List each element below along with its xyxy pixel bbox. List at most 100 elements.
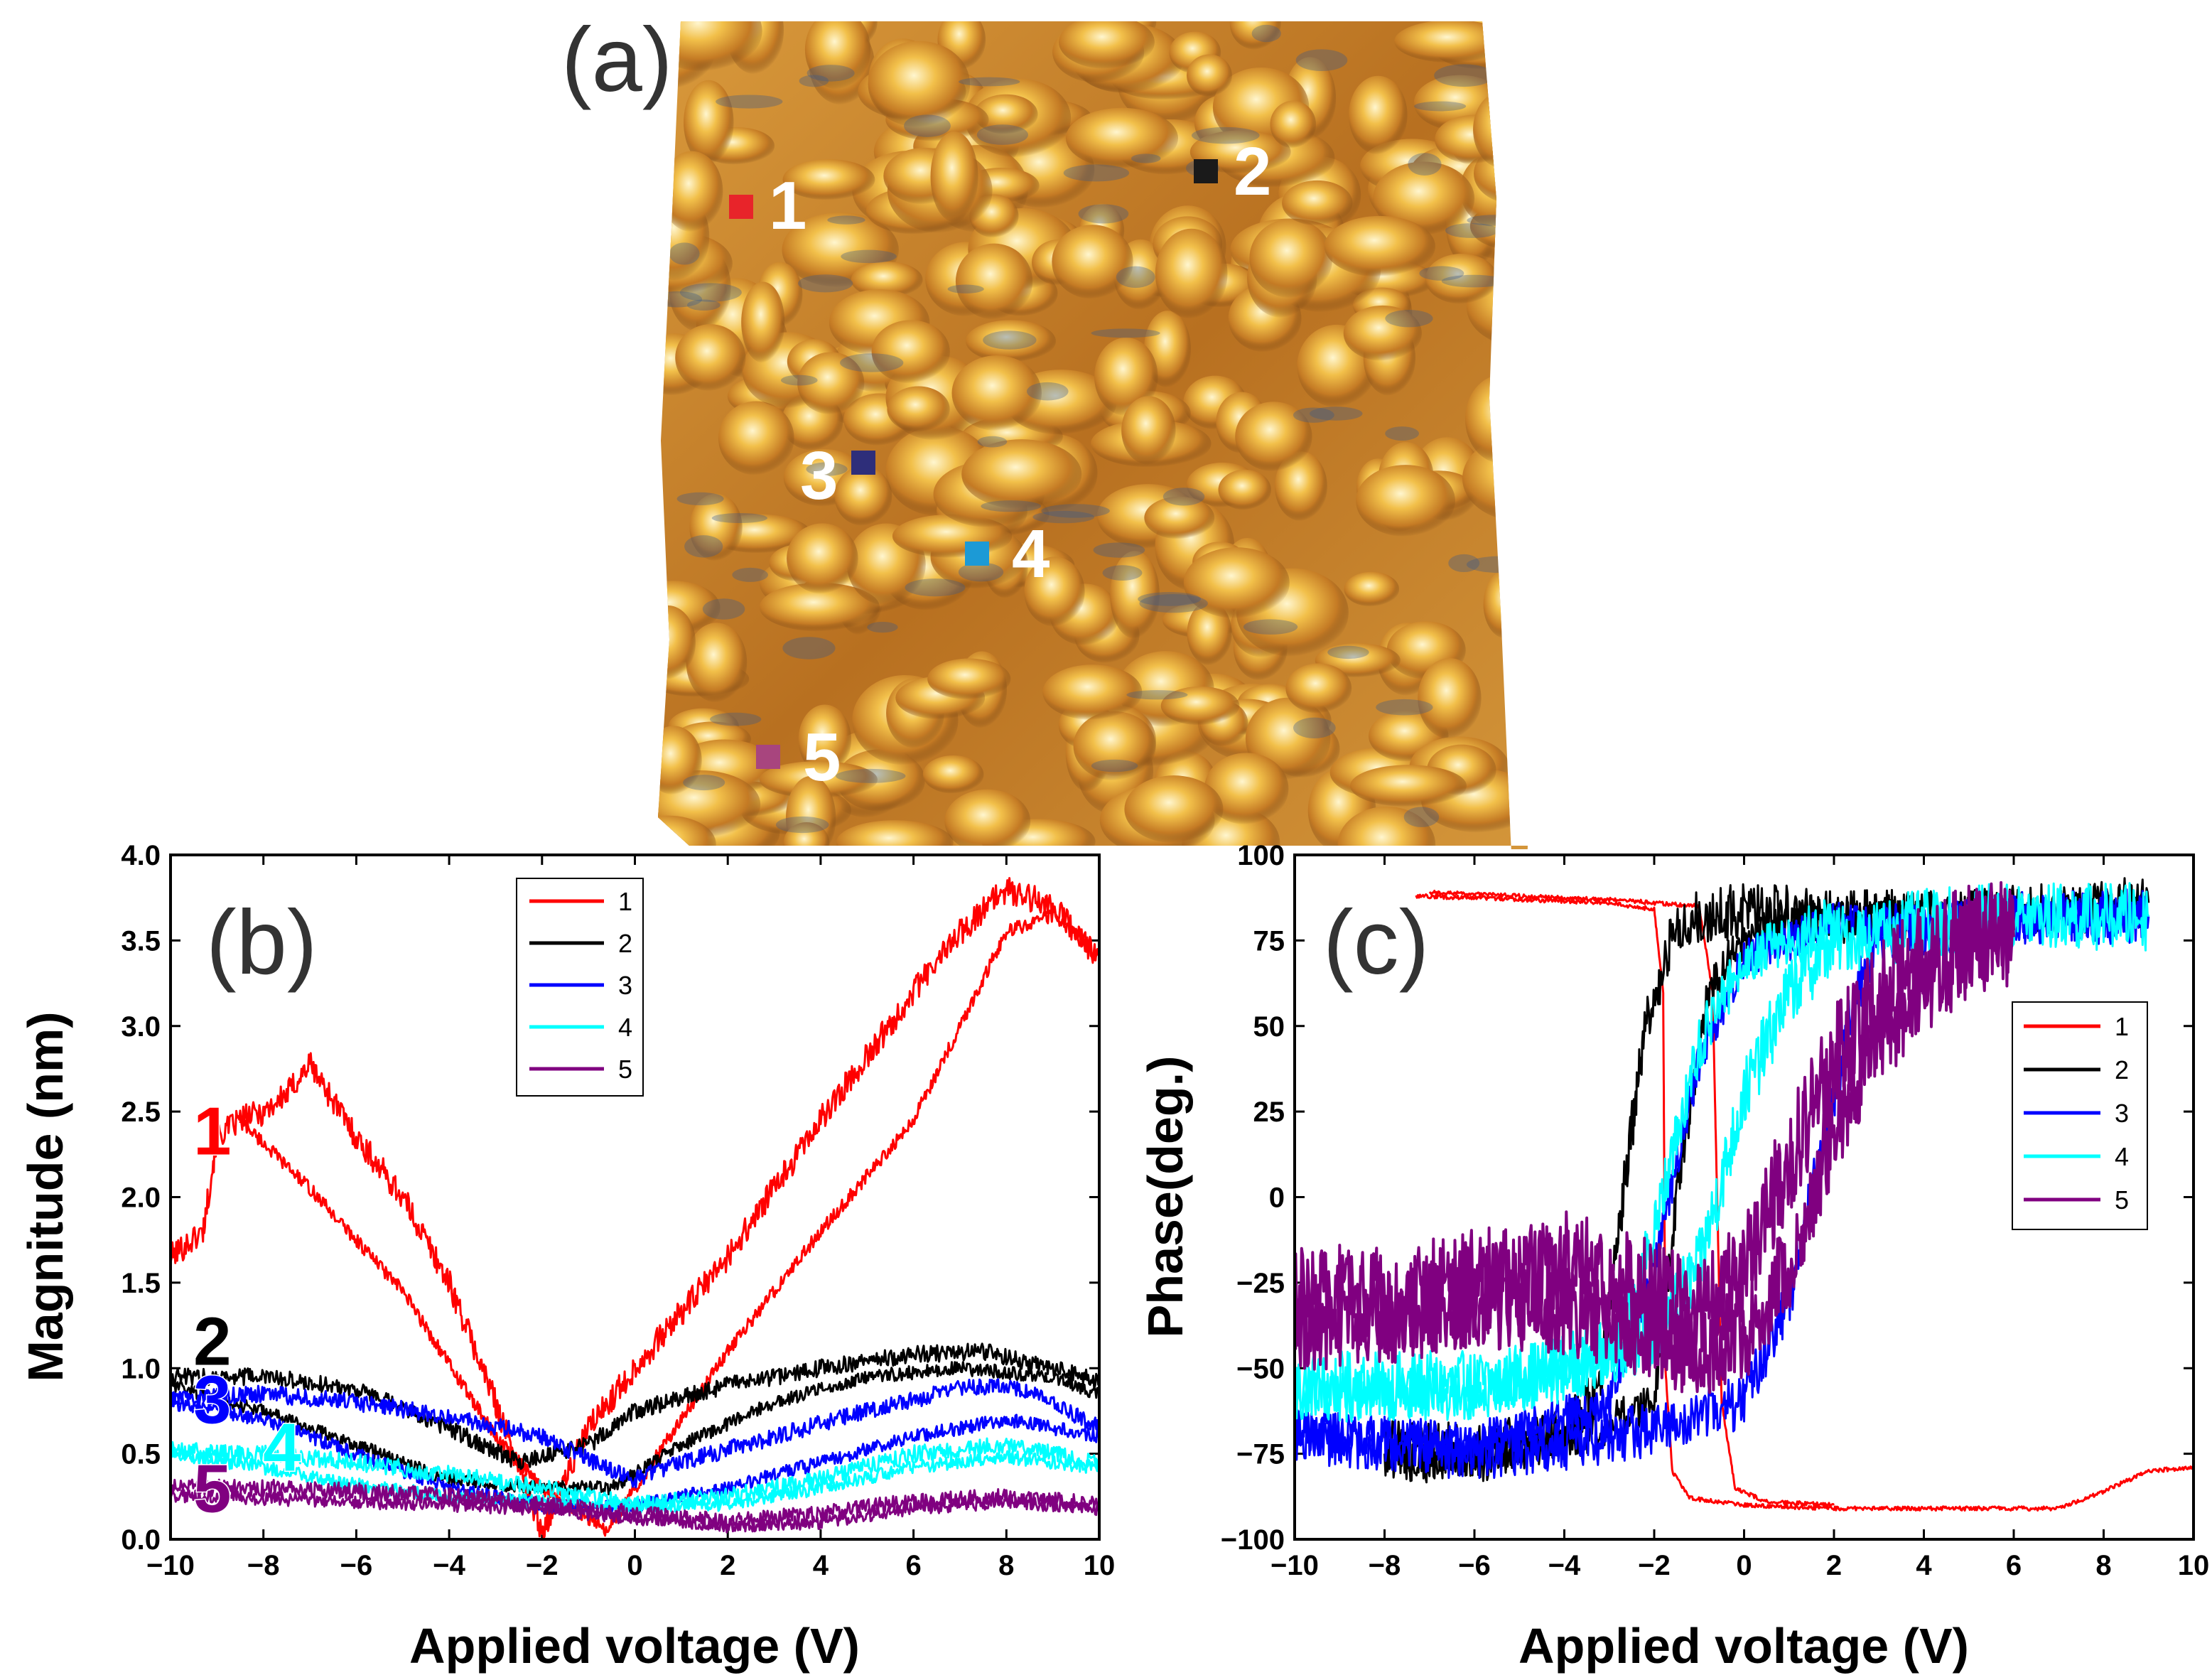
y-tick-label: 0.5	[121, 1439, 161, 1470]
afm-valley	[676, 492, 724, 506]
afm-grain	[782, 159, 875, 200]
y-tick-label: 75	[1253, 925, 1285, 957]
x-tick-label: −4	[433, 1550, 465, 1581]
x-tick-label: −2	[526, 1550, 559, 1581]
x-tick-label: −10	[146, 1550, 195, 1581]
x-tick-label: −4	[1548, 1550, 1581, 1581]
afm-grain	[834, 466, 892, 526]
panel-a-label: (a)	[561, 9, 672, 111]
afm-grain	[686, 623, 748, 703]
site-3-marker	[851, 451, 875, 475]
afm-valley	[1243, 619, 1298, 635]
series-4-line	[171, 1446, 1099, 1513]
afm-grain	[961, 439, 1082, 510]
afm-valley	[976, 124, 1028, 145]
afm-valley	[1078, 204, 1129, 224]
afm-valley	[1376, 699, 1433, 716]
afm-grain	[1349, 75, 1408, 155]
afm-valley	[732, 567, 768, 582]
y-tick-label: 0	[1269, 1183, 1285, 1214]
y-tick-label: 1.0	[121, 1353, 161, 1384]
afm-valley	[1293, 407, 1334, 423]
afm-grain	[1094, 337, 1158, 416]
afm-grain	[684, 80, 734, 165]
panel-a: (a) 1 2 3 4 5	[561, 9, 1528, 883]
afm-valley	[669, 242, 700, 265]
y-tick-label: 1.5	[121, 1268, 161, 1299]
afm-valley	[1251, 24, 1281, 43]
curve-label-3: 3	[193, 1362, 231, 1438]
site-4-marker	[965, 542, 989, 566]
legend-c-label-2: 2	[2115, 1055, 2129, 1084]
panel-c-ylabel: Phase(deg.)	[1138, 1056, 1193, 1338]
panel-c-label: (c)	[1323, 892, 1429, 994]
afm-grain	[951, 355, 1042, 431]
afm-valley	[1102, 565, 1143, 581]
afm-grain	[1042, 664, 1143, 721]
afm-grain	[1073, 711, 1156, 781]
afm-grain	[1187, 601, 1232, 666]
afm-valley	[1192, 126, 1260, 144]
afm-valley	[1138, 592, 1201, 606]
x-tick-label: −6	[340, 1550, 373, 1581]
afm-valley	[782, 637, 836, 659]
y-tick-label: −50	[1236, 1353, 1285, 1384]
panel-c-ticks: −10 −8 −6 −4 −2 0 2 4 6 8 10−100−75−50−25025507510…	[1221, 840, 2209, 1581]
x-tick-label: 0	[627, 1550, 642, 1581]
afm-grain	[1204, 753, 1289, 825]
panel-b-ticks: −10 −8 −6 −4 −2 0 2 4 6 8 100.00.51.01.52.02.53.03…	[121, 840, 1115, 1581]
afm-valley	[1448, 554, 1480, 573]
panel-b-xlabel: Applied voltage (V)	[409, 1618, 860, 1674]
afm-grain	[1394, 21, 1511, 63]
afm-grain	[1483, 569, 1528, 639]
series-5-line	[1295, 894, 2015, 1394]
afm-grain	[1183, 547, 1290, 619]
afm-grain	[1282, 180, 1353, 226]
afm-valley	[841, 249, 897, 264]
panel-c-legend: 1 2 3 4 5	[2012, 1001, 2148, 1230]
x-tick-label: −8	[1369, 1550, 1401, 1581]
legend-b-label-1: 1	[618, 887, 632, 916]
series-4-line	[1295, 899, 1835, 1423]
legend-b-label-5: 5	[618, 1055, 632, 1084]
curve-label-5: 5	[193, 1450, 231, 1526]
x-tick-label: 6	[905, 1550, 921, 1581]
afm-grain	[804, 21, 871, 90]
legend-c-label-3: 3	[2115, 1099, 2129, 1128]
afm-valley	[1385, 309, 1433, 328]
afm-valley	[806, 65, 855, 82]
afm-valley	[798, 274, 853, 293]
site-5-marker	[756, 745, 780, 769]
x-tick-label: 6	[2006, 1550, 2022, 1581]
site-4-label: 4	[1012, 516, 1050, 592]
legend-c-label-1: 1	[2115, 1012, 2129, 1041]
site-1-marker	[729, 195, 753, 219]
afm-grain	[1065, 107, 1179, 168]
x-tick-label: 8	[998, 1550, 1014, 1581]
afm-grain	[1229, 21, 1281, 50]
curve-label-1: 1	[193, 1093, 231, 1169]
afm-grain	[787, 523, 858, 594]
afm-valley	[716, 95, 783, 109]
afm-grain	[1110, 551, 1160, 639]
x-tick-label: −10	[1270, 1550, 1319, 1581]
afm-valley	[1027, 382, 1069, 401]
afm-valley	[702, 598, 745, 620]
afm-grain	[1344, 571, 1400, 607]
y-tick-label: 2.0	[121, 1183, 161, 1214]
x-tick-label: 4	[1916, 1550, 1932, 1581]
afm-valley	[686, 299, 721, 311]
afm-grain	[1160, 686, 1240, 726]
afm-valley	[981, 500, 1042, 512]
afm-grain	[868, 41, 971, 128]
y-tick-label: 100	[1237, 840, 1285, 871]
afm-grain	[1373, 161, 1475, 236]
legend-b-label-4: 4	[618, 1013, 632, 1042]
x-tick-label: −8	[247, 1550, 280, 1581]
afm-valley	[1032, 510, 1095, 524]
afm-valley	[1414, 101, 1467, 112]
afm-grain	[1235, 402, 1312, 472]
afm-grain	[1425, 254, 1498, 304]
legend-b-label-2: 2	[618, 929, 632, 958]
afm-grain	[922, 755, 984, 794]
